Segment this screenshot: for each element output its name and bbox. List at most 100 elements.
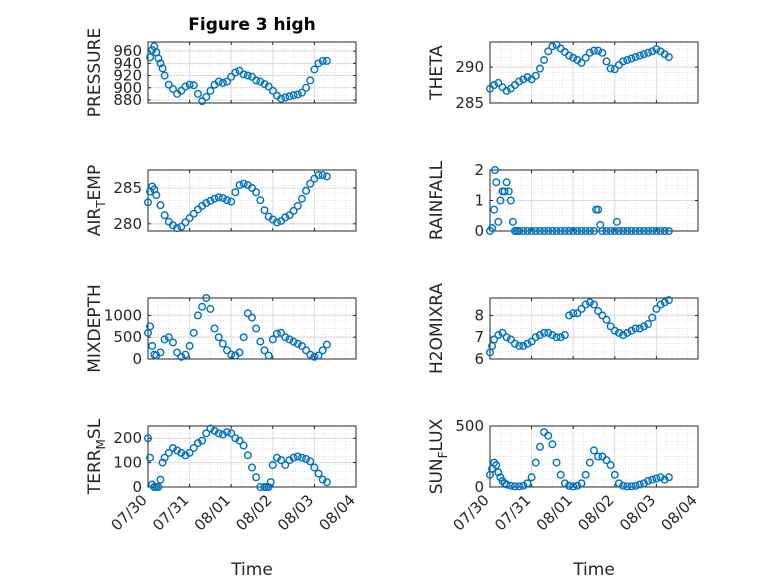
data-point <box>500 187 509 196</box>
y-tick-label: 0 <box>474 478 484 496</box>
data-point <box>218 193 227 202</box>
data-point <box>297 453 306 462</box>
data-point <box>506 335 515 344</box>
data-point <box>623 55 632 64</box>
data-point <box>560 48 569 57</box>
data-point <box>606 64 615 73</box>
data-point <box>614 479 623 488</box>
data-point <box>631 53 640 62</box>
data-point <box>535 442 544 451</box>
y-tick-label: 290 <box>455 58 484 76</box>
data-point <box>606 322 615 331</box>
data-point <box>610 470 619 479</box>
x-tick-label: 07/30 <box>450 491 493 534</box>
data-point <box>664 53 673 62</box>
data-point <box>310 65 319 74</box>
data-point <box>156 201 165 210</box>
y-axis-label: MIXDEPTH <box>85 284 105 373</box>
x-tick-label: 08/04 <box>658 491 701 534</box>
data-point <box>602 57 611 66</box>
x-tick-label: 08/02 <box>232 491 275 534</box>
data-point <box>293 90 302 99</box>
data-point <box>623 482 632 491</box>
data-point <box>664 296 673 305</box>
data-point <box>264 351 273 360</box>
data-point <box>627 326 636 335</box>
data-point <box>619 331 628 340</box>
data-point <box>515 341 524 350</box>
data-point <box>531 458 540 467</box>
data-point <box>285 92 294 101</box>
data-point <box>281 461 290 470</box>
data-point <box>523 226 532 235</box>
data-point <box>540 328 549 337</box>
data-point <box>527 473 536 482</box>
y-tick-label: 880 <box>113 91 142 109</box>
y-tick-label: 2 <box>474 161 484 179</box>
data-point <box>239 70 248 79</box>
data-point <box>189 443 198 452</box>
data-point <box>610 226 619 235</box>
data-point <box>235 348 244 357</box>
data-point <box>235 436 244 445</box>
y-axis-label: TERRMSL <box>85 418 108 495</box>
data-point <box>552 226 561 235</box>
data-point <box>189 209 198 218</box>
data-point <box>581 300 590 309</box>
data-point <box>664 226 673 235</box>
data-point <box>606 226 615 235</box>
data-point <box>289 206 298 215</box>
data-point <box>160 211 169 220</box>
data-point <box>260 346 269 355</box>
data-point <box>573 226 582 235</box>
data-point <box>644 320 653 329</box>
data-point <box>272 453 281 462</box>
data-point <box>143 434 152 443</box>
data-point <box>581 470 590 479</box>
data-point <box>612 217 621 226</box>
data-point <box>606 461 615 470</box>
data-point <box>281 333 290 342</box>
data-point <box>293 201 302 210</box>
data-point <box>614 328 623 337</box>
data-point <box>577 58 586 67</box>
y-tick-label: 920 <box>113 67 142 85</box>
data-point <box>239 441 248 450</box>
data-point <box>164 333 173 342</box>
x-tick-label: 08/03 <box>616 491 659 534</box>
data-point <box>268 335 277 344</box>
data-point <box>252 324 261 333</box>
x-tick-label: 08/01 <box>191 491 234 534</box>
data-point <box>289 91 298 100</box>
data-point <box>531 333 540 342</box>
data-point <box>185 80 194 89</box>
data-point <box>623 226 632 235</box>
data-point <box>594 452 603 461</box>
y-axis-label: AIRTEMP <box>85 165 108 236</box>
data-point <box>565 226 574 235</box>
data-point <box>264 483 273 492</box>
data-point <box>148 341 157 350</box>
data-point <box>322 340 331 349</box>
data-point <box>146 53 155 62</box>
axes-box <box>489 41 699 104</box>
data-point <box>656 473 665 482</box>
y-tick-label: 280 <box>113 215 142 233</box>
data-point <box>494 331 503 340</box>
data-point <box>314 171 323 180</box>
data-point <box>256 337 265 346</box>
y-tick-label: 8 <box>474 306 484 324</box>
data-point <box>154 483 163 492</box>
data-point <box>260 80 269 89</box>
data-point <box>181 451 190 460</box>
data-point <box>297 341 306 350</box>
data-point <box>635 480 644 489</box>
data-point <box>210 426 219 435</box>
y-tick-label: 285 <box>455 94 484 112</box>
data-point <box>602 226 611 235</box>
data-point <box>488 223 497 232</box>
y-tick-label: 6 <box>474 350 484 368</box>
data-point <box>560 226 569 235</box>
